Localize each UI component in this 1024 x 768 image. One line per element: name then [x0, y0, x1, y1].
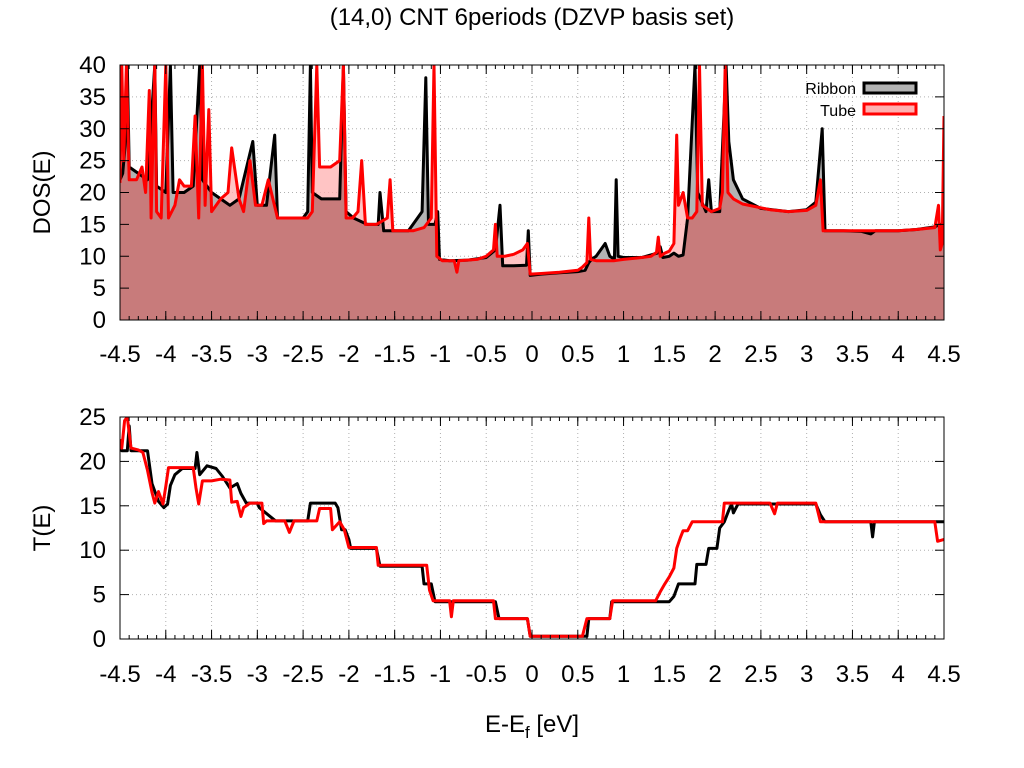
- x-tick-label: 0.5: [561, 661, 594, 688]
- x-tick-label: -0.5: [466, 661, 507, 688]
- x-tick-label: 2.5: [744, 661, 777, 688]
- legend: Ribbon Tube: [805, 81, 918, 120]
- overlap-area: [120, 65, 944, 320]
- x-tick-label: 4.5: [927, 341, 960, 368]
- x-tick-label: -2: [338, 661, 359, 688]
- tick-marks: [119, 416, 945, 640]
- y-tick-label: 20: [79, 448, 106, 475]
- y-tick-label: 5: [93, 275, 106, 302]
- legend-swatch-ribbon: [862, 81, 918, 95]
- x-tick-label: 1: [617, 661, 630, 688]
- y-axis-label: DOS(E): [29, 151, 56, 235]
- x-tick-label: 2: [708, 661, 721, 688]
- x-tick-label: -2.5: [282, 341, 323, 368]
- x-tick-label: 2: [708, 341, 721, 368]
- x-tick-label: -1: [430, 661, 451, 688]
- x-tick-label: 4: [892, 661, 905, 688]
- legend-swatch-tube: [862, 102, 918, 116]
- x-tick-label: -4: [155, 661, 176, 688]
- x-tick-label: -3: [247, 661, 268, 688]
- x-tick-label: -0.5: [466, 341, 507, 368]
- y-tick-label: 35: [79, 84, 106, 111]
- y-tick-label: 10: [79, 537, 106, 564]
- y-tick-label: 15: [79, 211, 106, 238]
- x-tick-label: -1.5: [374, 341, 415, 368]
- y-tick-label: 30: [79, 116, 106, 143]
- x-axis-label-unit: [eV]: [530, 711, 579, 738]
- y-axis-label: T(E): [29, 505, 56, 552]
- x-tick-label: 1.5: [653, 661, 686, 688]
- tube-line: [120, 417, 944, 638]
- y-tick-label: 0: [93, 307, 106, 334]
- tick-marks: [119, 64, 945, 321]
- tick-labels: -4.5 -4 -3.5 -3 -2.5 -2 -1.5 -1 -0.5 0 0.5 1 1.5 2 2.5…: [79, 404, 960, 688]
- x-tick-label: -1: [430, 341, 451, 368]
- x-tick-label: -4: [155, 341, 176, 368]
- x-tick-label: 2.5: [744, 341, 777, 368]
- legend-label-ribbon: Ribbon: [805, 81, 856, 98]
- y-tick-label: 20: [79, 180, 106, 207]
- ribbon-line: [120, 65, 944, 277]
- y-tick-label: 15: [79, 493, 106, 520]
- y-tick-label: 40: [79, 52, 106, 79]
- x-tick-label: 0.5: [561, 341, 594, 368]
- x-tick-label: -4.5: [99, 661, 140, 688]
- x-tick-label: -2: [338, 341, 359, 368]
- x-tick-label: -3.5: [191, 661, 232, 688]
- x-tick-label: -4.5: [99, 341, 140, 368]
- x-tick-label: 1.5: [653, 341, 686, 368]
- y-tick-label: 5: [93, 582, 106, 609]
- legend-label-tube: Tube: [820, 103, 856, 120]
- y-tick-label: 10: [79, 243, 106, 270]
- x-tick-label: 3.5: [836, 661, 869, 688]
- x-tick-label: -3.5: [191, 341, 232, 368]
- tick-labels: -4.5 -4 -3.5 -3 -2.5 -2 -1.5 -1 -0.5 0 0.5 1 1.5 2 2.5…: [79, 52, 960, 368]
- series-group: [120, 65, 944, 320]
- y-tick-label: 25: [79, 404, 106, 431]
- x-tick-label: 3.5: [836, 341, 869, 368]
- x-tick-label: -1.5: [374, 661, 415, 688]
- x-tick-label: 0: [525, 661, 538, 688]
- x-tick-label: 0: [525, 341, 538, 368]
- transmission-panel: -4.5 -4 -3.5 -3 -2.5 -2 -1.5 -1 -0.5 0 0.5 1 1.5 2 2.5…: [29, 404, 961, 742]
- chart-title: (14,0) CNT 6periods (DZVP basis set): [330, 4, 735, 31]
- x-axis-label: E-Ef [eV]: [485, 711, 579, 742]
- x-axis-label-subscript: f: [525, 723, 530, 742]
- x-tick-label: 3: [800, 341, 813, 368]
- tube-line: [120, 65, 944, 276]
- grid: [120, 417, 944, 639]
- series-group: [120, 417, 944, 638]
- x-tick-label: -3: [247, 341, 268, 368]
- y-tick-label: 0: [93, 626, 106, 653]
- dos-panel: -4.5 -4 -3.5 -3 -2.5 -2 -1.5 -1 -0.5 0 0.5 1 1.5 2 2.5…: [29, 52, 961, 368]
- x-tick-label: -2.5: [282, 661, 323, 688]
- x-tick-label: 4: [892, 341, 905, 368]
- x-tick-label: 4.5: [927, 661, 960, 688]
- x-tick-label: 1: [617, 341, 630, 368]
- x-axis-label-main: E-E: [485, 711, 525, 738]
- y-tick-label: 25: [79, 148, 106, 175]
- x-tick-label: 3: [800, 661, 813, 688]
